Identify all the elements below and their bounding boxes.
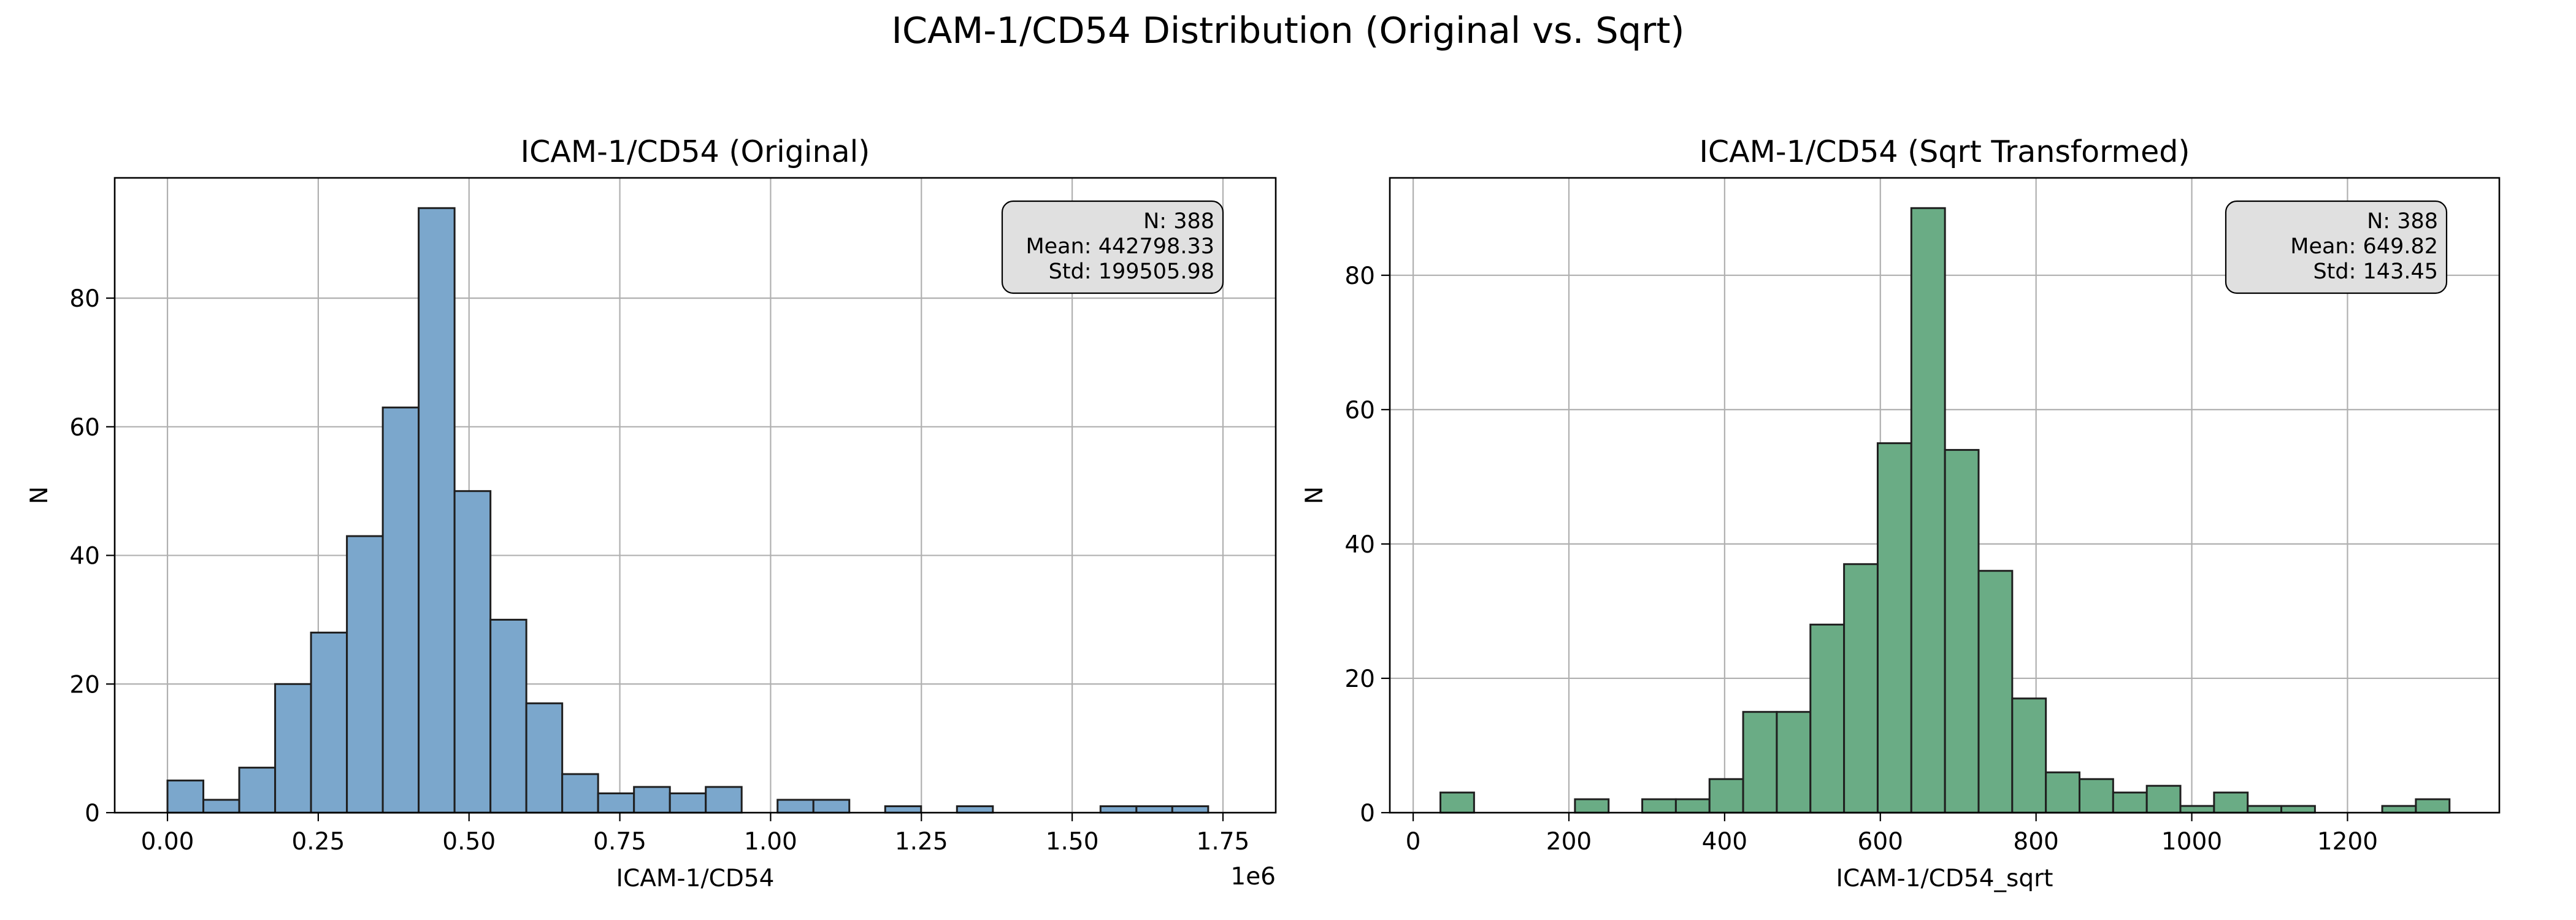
stats-line: N: 388 [1143, 209, 1214, 234]
histogram-bar [1674, 798, 1711, 814]
x-tick-label: 200 [1546, 828, 1592, 856]
histogram-bar [453, 490, 492, 814]
histogram-bar [1776, 711, 1812, 814]
histogram-bar [2247, 805, 2283, 814]
histogram-bar [776, 799, 815, 814]
histogram-bar [166, 780, 205, 814]
histogram-bar [2011, 697, 2047, 814]
x-axis-label: ICAM-1/CD54 [616, 865, 775, 892]
y-tick-label: 40 [69, 543, 100, 570]
histogram-bar [1708, 778, 1744, 814]
x-axis-label: ICAM-1/CD54_sqrt [1836, 865, 2053, 892]
histogram-bar [238, 767, 277, 814]
histogram-bar [1135, 805, 1173, 814]
x-tick-label: 1.25 [895, 828, 948, 856]
histogram-bar [381, 406, 420, 814]
histogram-bar [2213, 791, 2249, 814]
histogram-bar [812, 799, 851, 814]
right-histogram-panel: 0 200 400 600 800 1000 1200 0 20 40 60 80 ICAM-1/CD5… [1301, 134, 2501, 892]
histogram-bar [2280, 805, 2316, 814]
stats-line: Std: 199505.98 [1049, 259, 1214, 284]
histogram-bar [274, 683, 312, 814]
stats-line: Mean: 649.82 [2290, 234, 2438, 259]
x-tick-label: 1.00 [744, 828, 797, 856]
histogram-bar [346, 535, 384, 814]
x-tick-label: 0.75 [593, 828, 646, 856]
x-tick-label: 0.00 [141, 828, 194, 856]
histogram-bar [2045, 771, 2080, 814]
y-axis-label: N [1301, 486, 1328, 504]
histogram-bar [2415, 798, 2451, 814]
histogram-bar [2078, 778, 2114, 814]
x-offset-label: 1e6 [1230, 863, 1276, 891]
histogram-bar [525, 702, 564, 814]
y-tick-label: 40 [1344, 531, 1375, 559]
histogram-bar [884, 805, 922, 814]
x-tick-label: 0 [1406, 828, 1421, 856]
histogram-bar [310, 631, 348, 814]
axes-frame [113, 177, 1277, 814]
histogram-bar [597, 792, 635, 814]
stats-line: Std: 143.45 [2313, 259, 2438, 284]
histogram-bar [633, 786, 671, 814]
histogram-bar [1977, 570, 2014, 814]
x-tick-label: 0.50 [442, 828, 496, 856]
x-tick-label: 0.25 [291, 828, 345, 856]
x-tick-label: 400 [1702, 828, 1747, 856]
y-tick-label: 20 [69, 671, 100, 699]
stats-box [1001, 200, 1224, 294]
histogram-bar [705, 786, 743, 814]
figure-title: ICAM-1/CD54 Distribution (Original vs. S… [891, 9, 1684, 52]
y-tick-label: 0 [85, 800, 100, 827]
y-tick-label: 0 [1360, 800, 1375, 827]
x-tick-label: 800 [2013, 828, 2058, 856]
histogram-bar [1439, 791, 1475, 814]
histogram-bar [1171, 805, 1209, 814]
stats-box [2225, 200, 2448, 294]
histogram-bar [956, 805, 994, 814]
histogram-bar [2145, 784, 2182, 814]
histogram-bar [1876, 442, 1912, 814]
histogram-bar [1944, 449, 1980, 814]
histogram-bar [1742, 711, 1778, 814]
y-tick-label: 60 [69, 414, 100, 442]
y-tick-label: 80 [69, 285, 100, 313]
histogram-bar [1099, 805, 1138, 814]
histogram-bar [1910, 207, 1946, 814]
axes-frame [1389, 177, 2501, 814]
y-tick-label: 20 [1344, 665, 1375, 693]
histogram-bar [1809, 623, 1846, 814]
x-tick-label: 1.75 [1197, 828, 1250, 856]
histogram-bar [2179, 805, 2215, 814]
left-histogram-panel: 0.00 0.25 0.50 0.75 1.00 1.25 1.50 1.75 0 20 40 60 8… [26, 134, 1277, 892]
stats-line: N: 388 [2367, 209, 2438, 234]
axes-title: ICAM-1/CD54 (Original) [521, 134, 870, 169]
histogram-bar [2381, 805, 2417, 814]
y-tick-label: 80 [1344, 263, 1375, 290]
histogram-bar [2112, 791, 2148, 814]
histogram-bar [202, 799, 240, 814]
histogram-bar [669, 792, 707, 814]
y-tick-label: 60 [1344, 397, 1375, 424]
axes-title: ICAM-1/CD54 (Sqrt Transformed) [1699, 134, 2190, 169]
x-tick-label: 1200 [2317, 828, 2378, 856]
histogram-bar [1574, 798, 1610, 814]
histogram-bar [489, 618, 527, 814]
y-axis-label: N [26, 486, 53, 504]
x-tick-label: 600 [1858, 828, 1903, 856]
histogram-bar [418, 207, 456, 814]
stats-line: Mean: 442798.33 [1025, 234, 1214, 259]
histogram-bar [561, 773, 599, 814]
x-tick-label: 1.50 [1046, 828, 1099, 856]
histogram-bar [1641, 798, 1677, 814]
histogram-bar [1843, 563, 1879, 814]
x-tick-label: 1000 [2161, 828, 2222, 856]
